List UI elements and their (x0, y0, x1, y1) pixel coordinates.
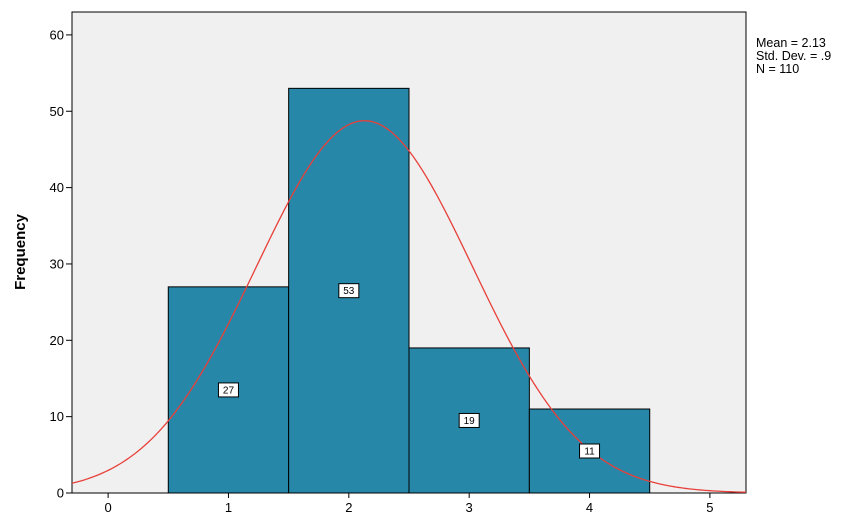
x-tick-label-2: 2 (345, 500, 352, 515)
bar-label-box-2 (338, 283, 360, 299)
normal-curve (71, 120, 747, 493)
y-tick-label-20: 20 (50, 333, 64, 348)
x-tick-label-5: 5 (706, 500, 713, 515)
stats-std-dev: Std. Dev. = .9 (756, 49, 831, 63)
bar-label-box-3 (458, 412, 480, 428)
stats-mean: Mean = 2.13 (756, 36, 826, 50)
y-tick-label-0: 0 (57, 486, 64, 501)
x-tick-label-4: 4 (586, 500, 593, 515)
y-axis-label: Frequency (12, 213, 29, 290)
bar-data-label-3: 19 (464, 416, 476, 427)
bar-label-box-1 (217, 382, 239, 398)
x-tick-label-3: 3 (466, 500, 473, 515)
stats-n: N = 110 (756, 62, 799, 76)
bar-data-label-1: 27 (223, 385, 235, 396)
bar-label-box-4 (579, 443, 601, 459)
x-tick-label-1: 1 (225, 500, 232, 515)
y-tick-label-30: 30 (50, 256, 64, 271)
x-tick-label-0: 0 (104, 500, 111, 515)
bar-data-label-4: 11 (584, 447, 595, 458)
y-tick-label-40: 40 (50, 180, 64, 195)
y-tick-label-60: 60 (50, 27, 64, 42)
bar-data-label-2: 53 (343, 286, 355, 297)
y-tick-label-50: 50 (50, 104, 64, 119)
y-tick-label-10: 10 (50, 409, 64, 424)
